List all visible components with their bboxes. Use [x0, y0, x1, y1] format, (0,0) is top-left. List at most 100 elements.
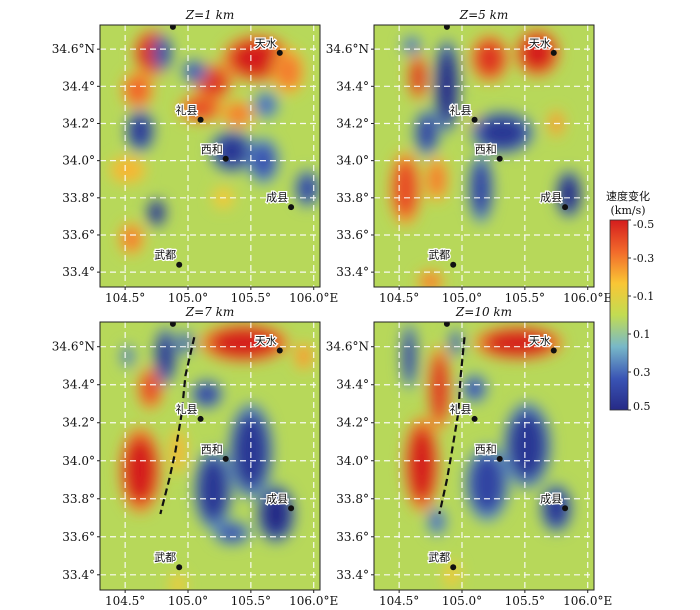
- y-tick-label: 33.8°: [62, 492, 95, 506]
- x-tick-label: 106.0°E: [563, 291, 612, 305]
- y-tick-label: 34.6°N: [326, 340, 369, 354]
- x-tick-label: 106.0°E: [289, 291, 338, 305]
- anomaly-layer: [108, 29, 320, 255]
- x-tick-label: 104.5°: [105, 594, 145, 608]
- panel-frame: [99, 321, 321, 591]
- colorbar-tick-label: 0.1: [633, 328, 651, 341]
- colorbar-unit: (km/s): [610, 204, 645, 217]
- anomaly-blob: [508, 411, 547, 480]
- city-marker: [176, 564, 183, 571]
- colorbar-tick-label: 0.5: [633, 400, 651, 413]
- city-label: 武山: [148, 11, 170, 24]
- anomaly-blob: [477, 116, 528, 150]
- city-label: 武都: [428, 551, 450, 564]
- city-marker: [197, 116, 204, 123]
- city-label: 天水: [255, 335, 277, 348]
- anomaly-layer: [119, 323, 314, 590]
- y-tick-label: 34.4°: [62, 79, 95, 93]
- y-tick-label: 34.0°: [336, 154, 369, 168]
- x-tick-label: 106.0°E: [563, 594, 612, 608]
- city-label: 武山: [148, 308, 170, 321]
- colorbar-tick-label: -0.3: [633, 252, 654, 265]
- anomaly-blob: [558, 175, 579, 213]
- anomaly-blob: [225, 103, 251, 126]
- y-tick-label: 34.6°N: [52, 340, 95, 354]
- y-tick-label: 33.8°: [62, 191, 95, 205]
- city-marker: [450, 261, 457, 268]
- y-tick-label: 33.6°: [62, 228, 95, 242]
- y-tick-label: 33.8°: [336, 191, 369, 205]
- city-label: 成县: [540, 191, 562, 204]
- anomaly-blob: [430, 354, 449, 423]
- panel-title: Z=1 km: [185, 8, 235, 22]
- colorbar-tick-label: -0.1: [633, 290, 654, 303]
- anomaly-blob: [420, 272, 441, 287]
- fault-line: [438, 337, 466, 515]
- city-label: 天水: [529, 335, 551, 348]
- city-label: 武都: [154, 551, 176, 564]
- anomaly-blob: [474, 39, 505, 78]
- y-tick-label: 34.2°: [62, 416, 95, 430]
- anomaly-blob: [429, 510, 445, 533]
- x-tick-label: 106.0°E: [289, 594, 338, 608]
- anomaly-blob: [469, 453, 505, 514]
- city-marker: [276, 347, 283, 354]
- x-tick-label: 105.5°: [231, 291, 271, 305]
- colorbar-title: 速度变化: [606, 189, 650, 203]
- city-label: 西和: [201, 143, 223, 156]
- anomaly-blob: [428, 160, 446, 198]
- x-tick-label: 105.0°: [442, 594, 482, 608]
- anomaly-blob: [260, 491, 292, 537]
- city-label: 成县: [266, 191, 288, 204]
- city-label: 武山: [422, 308, 444, 321]
- city-marker: [176, 261, 183, 268]
- city-marker: [471, 116, 478, 123]
- anomaly-blob: [155, 38, 171, 68]
- x-tick-label: 105.0°: [442, 291, 482, 305]
- city-label: 成县: [266, 492, 288, 505]
- y-tick-label: 34.2°: [336, 416, 369, 430]
- city-marker: [450, 564, 457, 571]
- city-marker: [496, 155, 503, 162]
- anomaly-layer: [389, 29, 582, 287]
- x-tick-label: 105.0°: [168, 594, 208, 608]
- anomaly-blob: [464, 377, 485, 400]
- anomaly-blob: [125, 75, 151, 105]
- anomaly-blob: [392, 158, 418, 219]
- y-tick-label: 33.4°: [62, 568, 95, 582]
- panel-frame: [373, 321, 595, 591]
- anomaly-blob: [194, 382, 220, 406]
- anomaly-blob: [470, 160, 491, 217]
- y-tick-label: 33.6°: [62, 530, 95, 544]
- city-marker: [550, 49, 557, 56]
- city-marker: [169, 25, 176, 30]
- anomaly-blob: [483, 329, 554, 357]
- x-tick-label: 105.0°: [168, 291, 208, 305]
- y-tick-label: 34.4°: [336, 378, 369, 392]
- y-tick-label: 34.0°: [336, 454, 369, 468]
- city-label: 武都: [154, 249, 176, 262]
- x-tick-label: 104.5°: [105, 291, 145, 305]
- panel-title: Z=10 km: [455, 305, 512, 319]
- city-marker: [562, 204, 569, 211]
- y-tick-label: 34.6°N: [52, 42, 95, 56]
- x-tick-label: 105.5°: [231, 594, 271, 608]
- city-marker: [443, 322, 450, 327]
- anomaly-blob: [182, 97, 219, 120]
- y-tick-label: 33.8°: [336, 492, 369, 506]
- anomaly-blob: [112, 158, 143, 182]
- city-marker: [288, 204, 295, 211]
- colorbar-tick-label: -0.5: [633, 218, 654, 231]
- x-tick-label: 104.5°: [379, 594, 419, 608]
- anomaly-blob: [402, 329, 416, 383]
- city-label: 武山: [422, 11, 444, 24]
- city-marker: [496, 455, 503, 462]
- city-label: 西和: [201, 443, 223, 456]
- city-marker: [197, 415, 204, 422]
